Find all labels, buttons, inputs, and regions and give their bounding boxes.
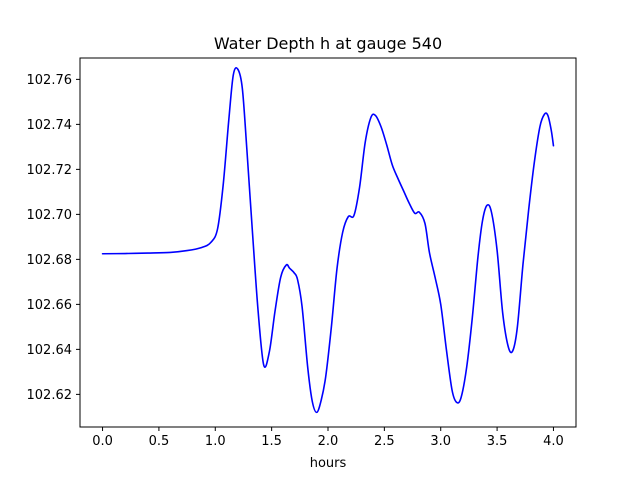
- x-tick-label: 3.5: [487, 434, 508, 449]
- x-tick-label: 1.0: [205, 434, 226, 449]
- axes-frame: [79, 57, 577, 428]
- y-tick-label: 102.76: [27, 73, 73, 88]
- y-tick-label: 102.70: [27, 208, 73, 223]
- x-axis-label: hours: [310, 456, 347, 471]
- x-tick-label: 0.5: [149, 434, 170, 449]
- y-tick-label: 102.74: [27, 118, 73, 133]
- y-tick-label: 102.72: [27, 163, 73, 178]
- x-tick-label: 3.0: [430, 434, 451, 449]
- y-tick-label: 102.64: [27, 343, 73, 358]
- y-tick-label: 102.62: [27, 388, 73, 403]
- y-tick-label: 102.68: [27, 253, 73, 268]
- x-tick-label: 2.0: [318, 434, 339, 449]
- plot-area: [101, 67, 555, 414]
- x-tick-label: 1.5: [261, 434, 282, 449]
- x-tick-label: 0.0: [92, 434, 113, 449]
- x-tick-label: 2.5: [374, 434, 395, 449]
- x-tick-label: 4.0: [543, 434, 564, 449]
- chart-title: Water Depth h at gauge 540: [214, 34, 442, 53]
- y-axis-ticks: 102.62 102.64 102.66 102.68 102.70 102.72 102.…: [27, 73, 80, 403]
- x-axis-ticks: 0.0 0.5 1.0 1.5 2.0 2.5 3.0 3.5 4.0: [92, 427, 564, 449]
- y-tick-label: 102.66: [27, 298, 73, 313]
- series-line-0: [101, 67, 555, 414]
